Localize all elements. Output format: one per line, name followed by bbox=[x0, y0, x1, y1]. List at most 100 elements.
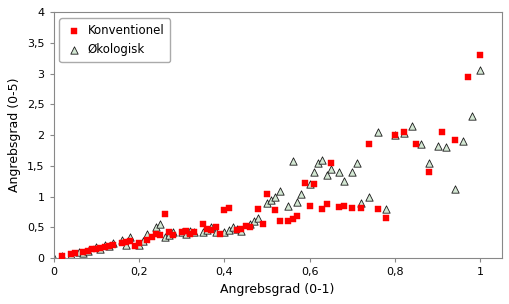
Økologisk bbox=[190, 229, 198, 234]
Konventionel bbox=[292, 214, 300, 219]
Konventionel bbox=[177, 230, 185, 235]
Konventionel bbox=[118, 241, 126, 246]
Konventionel bbox=[147, 234, 155, 239]
Økologisk bbox=[122, 242, 130, 247]
Økologisk bbox=[288, 159, 296, 164]
Konventionel bbox=[348, 205, 356, 210]
Økologisk bbox=[164, 232, 173, 237]
Økologisk bbox=[126, 234, 134, 239]
Økologisk bbox=[467, 113, 475, 118]
Økologisk bbox=[199, 230, 207, 235]
Konventionel bbox=[275, 219, 284, 224]
Konventionel bbox=[390, 133, 398, 138]
Økologisk bbox=[390, 133, 398, 138]
Konventionel bbox=[164, 230, 173, 235]
Økologisk bbox=[66, 253, 74, 257]
Konventionel bbox=[92, 247, 100, 251]
Økologisk bbox=[254, 216, 262, 221]
Økologisk bbox=[309, 170, 317, 174]
Økologisk bbox=[292, 199, 300, 204]
Økologisk bbox=[109, 240, 117, 245]
Konventionel bbox=[399, 130, 407, 135]
Økologisk bbox=[134, 242, 143, 247]
Konventionel bbox=[437, 130, 445, 135]
Økologisk bbox=[296, 191, 304, 196]
Økologisk bbox=[245, 222, 253, 227]
Konventionel bbox=[211, 225, 219, 230]
Økologisk bbox=[305, 182, 313, 187]
Økologisk bbox=[118, 237, 126, 242]
Konventionel bbox=[109, 242, 117, 247]
Økologisk bbox=[75, 250, 83, 254]
Økologisk bbox=[262, 200, 270, 205]
Konventionel bbox=[105, 244, 113, 248]
X-axis label: Angrebsgrad (0-1): Angrebsgrad (0-1) bbox=[220, 283, 334, 296]
Konventionel bbox=[241, 224, 249, 229]
Økologisk bbox=[160, 234, 168, 239]
Konventionel bbox=[364, 142, 373, 147]
Konventionel bbox=[356, 205, 364, 210]
Konventionel bbox=[450, 138, 458, 143]
Økologisk bbox=[207, 225, 215, 230]
Økologisk bbox=[92, 245, 100, 250]
Konventionel bbox=[143, 237, 151, 242]
Konventionel bbox=[271, 208, 279, 212]
Økologisk bbox=[348, 170, 356, 174]
Konventionel bbox=[181, 229, 189, 233]
Konventionel bbox=[475, 53, 484, 58]
Økologisk bbox=[105, 244, 113, 248]
Økologisk bbox=[96, 247, 104, 252]
Økologisk bbox=[186, 229, 194, 233]
Økologisk bbox=[220, 230, 228, 235]
Økologisk bbox=[228, 225, 236, 230]
Konventionel bbox=[88, 247, 96, 252]
Konventionel bbox=[463, 74, 471, 79]
Konventionel bbox=[322, 202, 330, 206]
Økologisk bbox=[275, 188, 284, 193]
Økologisk bbox=[352, 161, 360, 165]
Konventionel bbox=[130, 244, 138, 248]
Legend: Konventionel, Økologisk: Konventionel, Økologisk bbox=[60, 18, 170, 62]
Konventionel bbox=[66, 252, 74, 257]
Konventionel bbox=[156, 232, 164, 237]
Konventionel bbox=[186, 231, 194, 236]
Konventionel bbox=[58, 254, 66, 259]
Økologisk bbox=[326, 167, 334, 171]
Økologisk bbox=[364, 194, 373, 199]
Konventionel bbox=[262, 191, 270, 196]
Økologisk bbox=[58, 253, 66, 258]
Økologisk bbox=[399, 130, 407, 135]
Økologisk bbox=[143, 231, 151, 236]
Konventionel bbox=[335, 205, 343, 209]
Økologisk bbox=[271, 194, 279, 199]
Konventionel bbox=[83, 248, 92, 253]
Økologisk bbox=[356, 200, 364, 205]
Konventionel bbox=[96, 246, 104, 251]
Konventionel bbox=[339, 203, 347, 208]
Konventionel bbox=[220, 208, 228, 212]
Konventionel bbox=[288, 217, 296, 222]
Økologisk bbox=[284, 203, 292, 208]
Økologisk bbox=[224, 228, 232, 233]
Konventionel bbox=[301, 181, 309, 185]
Økologisk bbox=[211, 230, 219, 235]
Økologisk bbox=[433, 144, 441, 149]
Økologisk bbox=[156, 222, 164, 227]
Konventionel bbox=[152, 231, 160, 236]
Konventionel bbox=[224, 205, 232, 210]
Konventionel bbox=[318, 206, 326, 211]
Konventionel bbox=[168, 232, 177, 237]
Konventionel bbox=[309, 182, 317, 187]
Konventionel bbox=[100, 245, 108, 250]
Økologisk bbox=[475, 68, 484, 73]
Konventionel bbox=[207, 227, 215, 232]
Økologisk bbox=[152, 225, 160, 230]
Konventionel bbox=[126, 238, 134, 243]
Konventionel bbox=[254, 206, 262, 211]
Konventionel bbox=[258, 222, 266, 227]
Økologisk bbox=[237, 229, 245, 233]
Økologisk bbox=[373, 130, 381, 135]
Konventionel bbox=[382, 216, 390, 221]
Økologisk bbox=[382, 206, 390, 211]
Økologisk bbox=[249, 219, 258, 224]
